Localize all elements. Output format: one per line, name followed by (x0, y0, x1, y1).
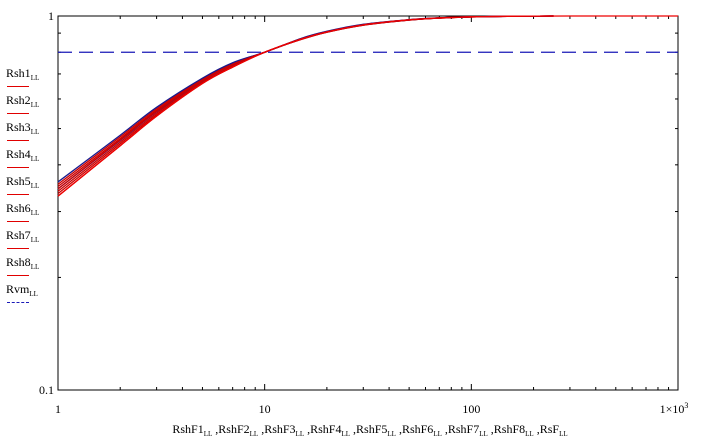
legend-swatch (7, 167, 29, 168)
series-line (57, 15, 554, 190)
legend-entry: Rsh8LL (4, 255, 40, 282)
x-axis-title: RshF1LL ,RshF2LL ,RshF3LL ,RshF4LL ,RshF… (172, 422, 568, 438)
series-line (57, 15, 554, 197)
series-line (57, 15, 678, 197)
legend-swatch (7, 194, 29, 195)
x-tick-label: 1×103 (660, 401, 689, 416)
legend-entry: Rsh2LL (4, 93, 40, 120)
x-tick-label: 100 (462, 402, 480, 416)
legend-swatch (7, 248, 29, 249)
legend-label: Rsh1LL (6, 66, 40, 82)
legend-swatch (7, 302, 29, 303)
legend-swatch (7, 86, 29, 87)
x-tick-label: 10 (259, 402, 271, 416)
legend-label: Rsh3LL (6, 120, 40, 136)
legend-entry: Rsh3LL (4, 120, 40, 147)
legend-label: Rsh7LL (6, 228, 40, 244)
legend-label: Rsh2LL (6, 93, 40, 109)
y-tick-label: 0.1 (39, 383, 54, 397)
legend-label: Rsh6LL (6, 201, 40, 217)
y-tick-label: 1 (48, 9, 54, 23)
chart-legend: Rsh1LL Rsh2LL Rsh3LL Rsh4LL Rsh5LL Rsh6LL Rsh7… (4, 66, 40, 309)
legend-entry: Rsh1LL (4, 66, 40, 93)
series-line (57, 15, 554, 183)
series-line (57, 15, 554, 192)
plot-area-frame (57, 15, 679, 391)
x-tick-label: 1 (55, 402, 61, 416)
series-line (57, 15, 554, 190)
series-line (57, 15, 554, 188)
legend-entry: Rsh6LL (4, 201, 40, 228)
legend-entry: Rsh5LL (4, 174, 40, 201)
series-line (57, 15, 554, 195)
legend-entry: RvmLL (4, 282, 38, 309)
legend-label: RvmLL (6, 282, 38, 298)
legend-label: Rsh4LL (6, 147, 40, 163)
legend-label: Rsh8LL (6, 255, 40, 271)
series-line (57, 15, 554, 185)
legend-swatch (7, 275, 29, 276)
legend-swatch (7, 140, 29, 141)
legend-swatch (7, 113, 29, 114)
legend-entry: Rsh4LL (4, 147, 40, 174)
legend-swatch (7, 221, 29, 222)
legend-entry: Rsh7LL (4, 228, 40, 255)
legend-label: Rsh5LL (6, 174, 40, 190)
